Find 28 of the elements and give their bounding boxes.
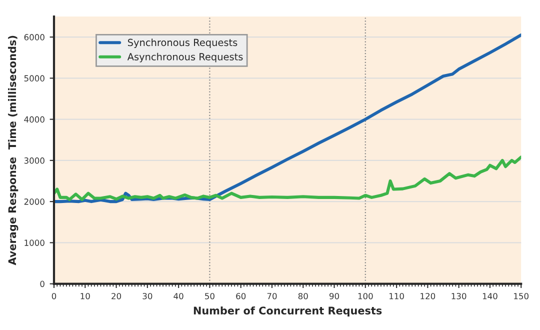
x-tick-label: 150: [514, 292, 528, 300]
y-tick-label: 6000: [24, 34, 44, 40]
y-tick-label: 4000: [24, 116, 44, 123]
x-tick-label: 90: [329, 292, 340, 300]
x-tick-label: 30: [142, 292, 152, 300]
x-tick-label: 110: [390, 292, 404, 300]
x-tick-label: 40: [174, 292, 184, 300]
line-series: [54, 156, 522, 202]
x-tick-label: 70: [267, 292, 277, 300]
x-tick-label: 50: [205, 292, 214, 300]
y-tick-label: 1000: [24, 240, 44, 246]
y-tick-label: 2000: [24, 198, 44, 205]
legend-label: Asynchronous Requests: [127, 52, 243, 62]
x-tick-label: 140: [482, 292, 498, 300]
x-tick-label: 0: [52, 292, 56, 300]
x-tick-label: 100: [358, 292, 373, 300]
x-tick-label: 120: [420, 292, 436, 300]
x-tick-label: 80: [298, 292, 308, 300]
x-tick-label: 130: [452, 292, 466, 300]
x-axis-title: Number of Concurrent Requests: [194, 306, 382, 317]
legend-label: Synchronous Requests: [128, 38, 238, 48]
y-axis-title: Average Response Time (milliseconds): [8, 36, 18, 266]
x-tick-label: 20: [112, 292, 122, 300]
y-tick-label: 5000: [24, 75, 44, 82]
x-tick-label: 10: [80, 292, 90, 300]
y-tick-label: 0: [40, 280, 44, 288]
x-tick-label: 60: [236, 292, 246, 300]
y-tick-label: 3000: [24, 157, 44, 164]
